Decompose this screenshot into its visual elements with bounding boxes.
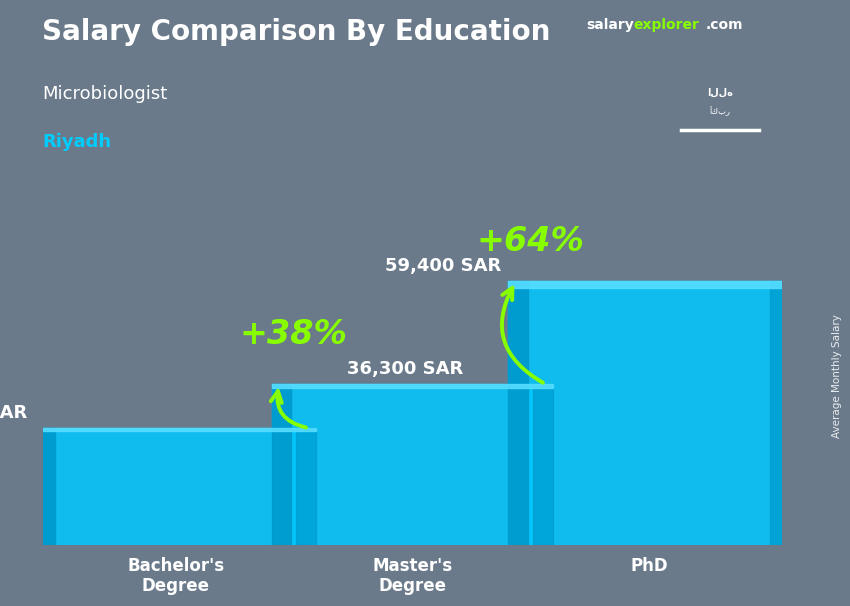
Text: 59,400 SAR: 59,400 SAR	[385, 258, 501, 275]
Text: Riyadh: Riyadh	[42, 133, 111, 152]
Text: +64%: +64%	[477, 225, 585, 258]
Bar	[508, 281, 790, 545]
Bar	[508, 281, 790, 288]
Text: أكبر: أكبر	[710, 107, 731, 116]
Text: Average Monthly Salary: Average Monthly Salary	[831, 314, 842, 438]
Text: 36,300 SAR: 36,300 SAR	[347, 360, 463, 378]
Bar	[272, 384, 552, 545]
Text: 26,400 SAR: 26,400 SAR	[0, 404, 28, 422]
Bar	[533, 384, 553, 545]
Bar	[35, 428, 54, 545]
Text: .com: .com	[706, 18, 743, 32]
Bar	[272, 384, 552, 388]
Text: salary: salary	[586, 18, 634, 32]
Text: +38%: +38%	[240, 318, 348, 351]
Bar	[508, 281, 528, 545]
Bar	[297, 428, 316, 545]
Bar	[770, 281, 790, 545]
Bar	[35, 428, 316, 431]
Bar	[272, 384, 292, 545]
Text: الله: الله	[707, 88, 734, 98]
Bar	[35, 428, 316, 545]
Text: explorer: explorer	[633, 18, 699, 32]
Text: Microbiologist: Microbiologist	[42, 85, 167, 103]
Text: Salary Comparison By Education: Salary Comparison By Education	[42, 18, 551, 46]
